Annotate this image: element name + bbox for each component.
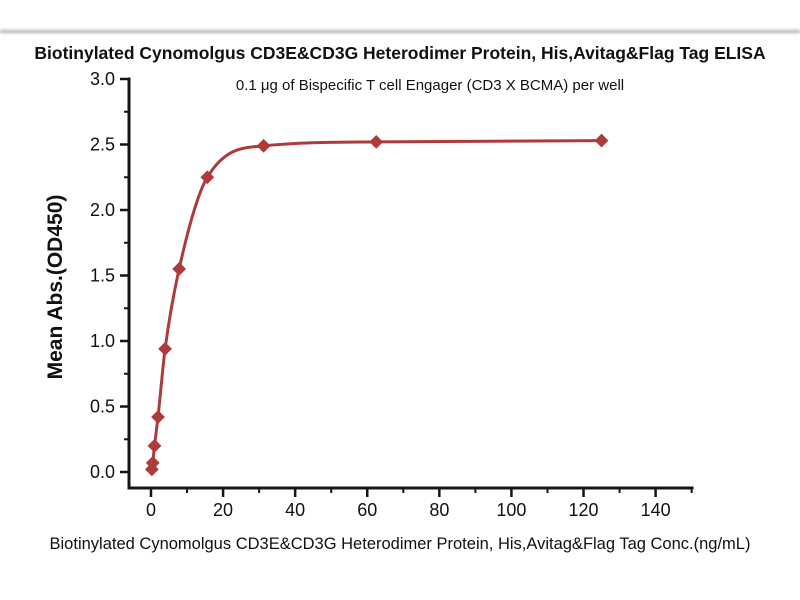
x-tick-label: 140: [641, 500, 671, 520]
y-tick-label: 0.0: [90, 462, 115, 482]
data-point-marker: [200, 170, 215, 185]
x-tick-label: 60: [357, 500, 377, 520]
chart-title: Biotinylated Cynomolgus CD3E&CD3G Hetero…: [34, 43, 766, 63]
data-point-marker: [147, 438, 162, 453]
y-tick-label: 0.5: [90, 397, 115, 417]
data-point-marker: [145, 455, 160, 470]
x-tick-label: 120: [568, 500, 598, 520]
top-divider-line: [0, 29, 800, 34]
y-tick-label: 3.0: [90, 69, 115, 89]
y-axis-label: Mean Abs.(OD450): [44, 194, 67, 380]
x-tick-label: 80: [429, 500, 449, 520]
data-point-marker: [369, 134, 384, 149]
y-tick-label: 2.5: [90, 135, 115, 155]
x-tick-label: 40: [285, 500, 305, 520]
x-tick-label: 0: [146, 500, 156, 520]
y-tick-label: 1.5: [90, 266, 115, 286]
data-point-marker: [151, 410, 165, 424]
x-tick-label: 20: [213, 500, 233, 520]
chart-subtitle: 0.1 μg of Bispecific T cell Engager (CD3…: [235, 77, 625, 94]
data-point-marker: [594, 133, 609, 148]
x-axis-label: Biotinylated Cynomolgus CD3E&CD3G Hetero…: [49, 535, 751, 553]
data-point-marker: [172, 262, 187, 276]
data-point-marker: [144, 462, 159, 477]
x-tick-label: 100: [496, 500, 526, 520]
y-tick-label: 2.0: [90, 200, 115, 220]
axis-frame: [127, 77, 694, 490]
y-tick-label: 1.0: [90, 331, 115, 351]
fit-curve: [150, 139, 603, 471]
data-point-marker: [158, 341, 172, 356]
data-point-marker: [256, 138, 271, 153]
